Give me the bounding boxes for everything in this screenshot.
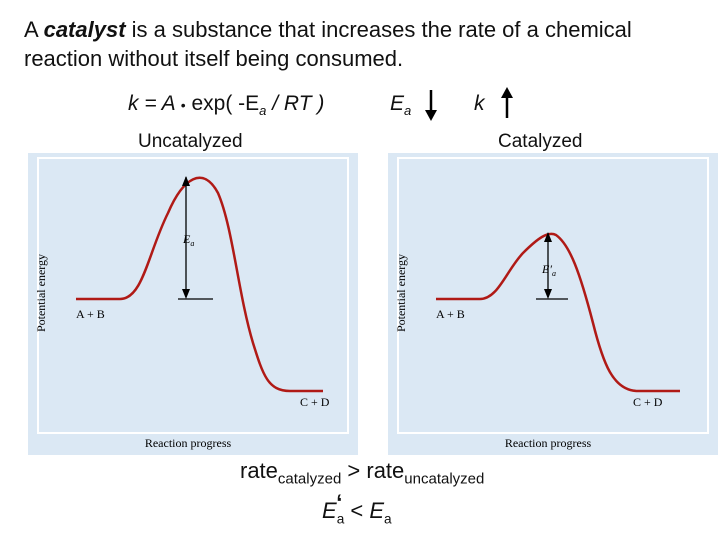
- intro-sentence: A catalyst is a substance that increases…: [24, 15, 704, 73]
- ea-arrowhead-down: [182, 289, 190, 299]
- x-axis-label: Reaction progress: [145, 436, 232, 450]
- catalyzed-diagram: E′a A + B C + D Potential energy Reactio…: [388, 153, 718, 455]
- plot-frame: [397, 157, 709, 434]
- catalyst-term: catalyst: [43, 17, 126, 42]
- uncatalyzed-diagram: Ea A + B C + D Potential energy Reaction…: [28, 153, 358, 455]
- ea-symbol-sub: a: [404, 103, 412, 119]
- ea-label: Ea: [182, 232, 194, 248]
- uncatalyzed-energy-plot: Ea A + B C + D Potential energy Reaction…: [34, 157, 349, 450]
- rate-word-2: rate: [366, 458, 405, 483]
- catalyzed-energy-plot: E′a A + B C + D Potential energy Reactio…: [394, 157, 709, 450]
- inequality-op: <: [350, 498, 370, 523]
- formula-dot: •: [180, 97, 186, 113]
- rate-comparison: ratecatalyzed > rateuncatalyzed: [240, 458, 484, 487]
- reactant-label: A + B: [76, 307, 105, 321]
- rate-word-1: rate: [240, 458, 278, 483]
- k-symbol: k: [474, 92, 485, 115]
- ea-inequality: Ea‘ < Ea: [322, 490, 392, 527]
- ea-arrowhead-down: [544, 289, 552, 299]
- ea-arrowhead-up: [544, 232, 552, 242]
- plot-frame: [37, 157, 349, 434]
- reactant-label: A + B: [436, 307, 465, 321]
- formula-sub: a: [259, 103, 267, 119]
- intro-prefix: A: [24, 17, 44, 42]
- energy-curve: [76, 176, 323, 393]
- rate-sub-1: catalyzed: [277, 470, 342, 488]
- k-trend: k: [474, 92, 485, 116]
- catalyzed-label: Catalyzed: [498, 131, 583, 152]
- ea-prime-mark: ‘: [336, 490, 343, 515]
- y-axis-label: Potential energy: [394, 254, 408, 332]
- energy-curve: [436, 232, 680, 393]
- formula-lhs: k = A: [128, 92, 175, 115]
- product-label: C + D: [633, 395, 663, 409]
- ea-prime-e: E: [322, 498, 337, 523]
- formula-tail: / RT ): [266, 92, 325, 115]
- ea-sub: a: [384, 511, 392, 527]
- down-arrow-icon: [425, 90, 437, 121]
- ea-symbol: E: [390, 92, 405, 115]
- ea-prime-sub: a: [336, 511, 345, 527]
- ea-trend: Ea: [390, 92, 411, 118]
- product-label: C + D: [300, 395, 330, 409]
- y-axis-label: Potential energy: [34, 254, 48, 332]
- arrhenius-formula: k = A • exp( -Ea / RT ): [128, 92, 324, 118]
- uncatalyzed-label: Uncatalyzed: [138, 131, 243, 152]
- intro-rest: is a substance that increases the rate o…: [24, 17, 632, 71]
- formula-exp: exp( -E: [185, 92, 260, 115]
- up-arrow-icon: [501, 87, 513, 118]
- ea-prime-label: E′a: [541, 262, 556, 278]
- rate-op: >: [341, 458, 367, 483]
- ea-arrowhead-up: [182, 176, 190, 186]
- x-axis-label: Reaction progress: [505, 436, 592, 450]
- rate-sub-2: uncatalyzed: [404, 470, 485, 488]
- ea-e: E: [369, 498, 385, 523]
